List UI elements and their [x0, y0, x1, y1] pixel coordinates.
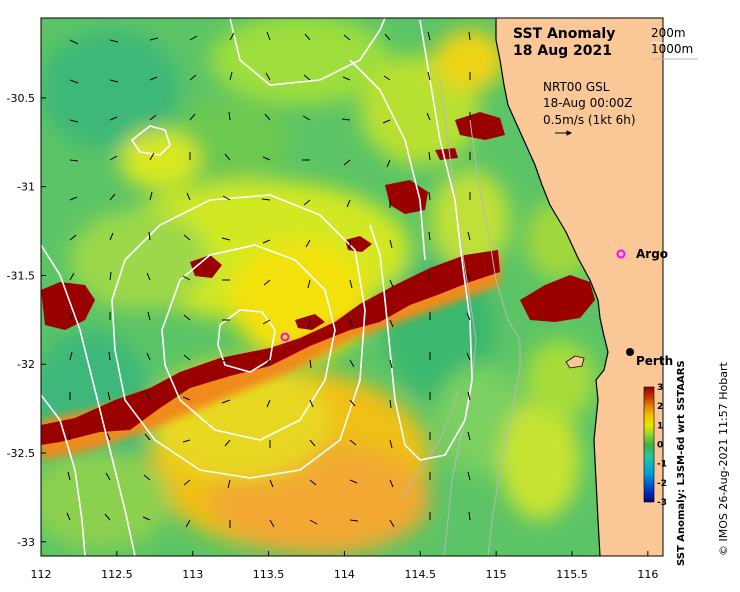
float-marker: [280, 332, 290, 342]
imos-credit: © IMOS 26-Aug-2021 11:57 Hobart: [717, 362, 730, 556]
x-axis: 112 112.5 113 113.5 114 114.5 115 115.5 116: [31, 551, 658, 581]
x-tick-label: 114: [334, 568, 355, 581]
argo-marker: [616, 249, 626, 259]
y-tick-label: -31: [17, 181, 35, 194]
colorbar-label: SST Anomaly: L3SM-6d wrt SSTAARS: [676, 360, 687, 566]
x-tick-label: 115.5: [556, 568, 588, 581]
map-title-line1: SST Anomaly: [513, 26, 615, 42]
colorbar-tick-label: -2: [657, 479, 667, 489]
argo-label: Argo: [636, 247, 668, 261]
depth-legend-200m: 200m: [651, 26, 686, 40]
scale-arrow-icon: [555, 130, 573, 136]
colorbar-tick-label: 2: [657, 402, 663, 412]
depth-legend-1000m: 1000m: [651, 42, 693, 56]
x-tick-label: 115: [486, 568, 507, 581]
coastline: [495, 18, 609, 556]
y-tick-label: -32: [17, 358, 35, 371]
perth-marker: [626, 348, 634, 356]
x-tick-label: 114.5: [405, 568, 437, 581]
y-tick-label: -33: [17, 536, 35, 549]
y-tick-label: -32.5: [7, 447, 35, 460]
x-tick-label: 113.5: [253, 568, 285, 581]
plot-frame: [40, 17, 664, 557]
land-mass: [495, 18, 663, 556]
anomaly-field: [41, 18, 595, 555]
colorbar-tick-label: -1: [657, 460, 667, 470]
colorbar-tick-label: 0: [657, 441, 663, 451]
y-tick-label: -30.5: [7, 92, 35, 105]
colorbar-tick-label: -3: [657, 498, 667, 508]
y-axis: -30.5 -31 -31.5 -32 -32.5 -33: [7, 92, 46, 549]
y-tick-label: -31.5: [7, 269, 35, 282]
colorbar-tick-label: 3: [657, 383, 663, 393]
plot-area: [41, 18, 663, 556]
bathymetry-lines: [399, 79, 521, 556]
x-tick-label: 113: [182, 568, 203, 581]
x-tick-label: 116: [637, 568, 658, 581]
colorbar: [643, 386, 655, 503]
map-title-line2: 18 Aug 2021: [513, 43, 612, 59]
x-tick-label: 112: [31, 568, 52, 581]
x-tick-label: 112.5: [101, 568, 133, 581]
rottnest-island: [565, 355, 585, 369]
perth-label: Perth: [636, 354, 673, 368]
current-info-line2: 18-Aug 00:00Z: [543, 96, 632, 110]
colorbar-tick-label: 1: [657, 421, 663, 431]
current-vectors: [66, 31, 471, 528]
current-info-line1: NRT00 GSL: [543, 80, 610, 94]
current-info-line3: 0.5m/s (1kt 6h): [543, 113, 636, 127]
colorbar-ticks: 3 2 1 0 -1 -2 -3: [657, 383, 667, 508]
